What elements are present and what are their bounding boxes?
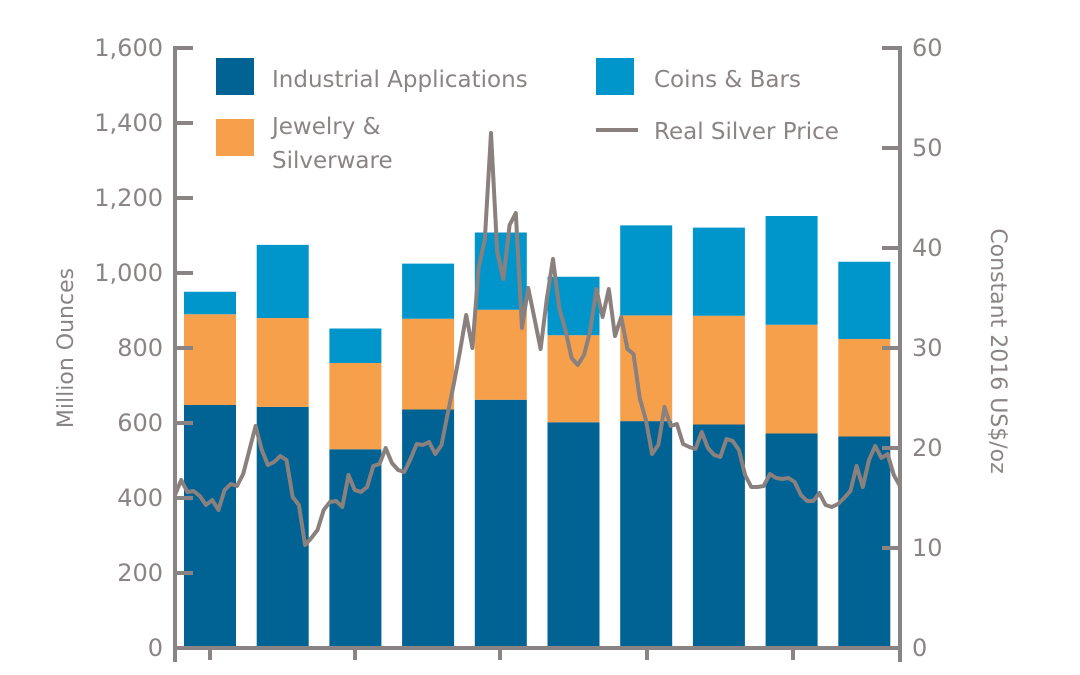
bar-segment-coins-10 bbox=[838, 261, 891, 339]
axes-layer: 0 200 400 600 800 1,000 1,200 1,400 1,600 0 10 20 30… bbox=[54, 34, 1010, 662]
legend-swatch-industrial bbox=[216, 58, 254, 95]
bar-segment-industrial-10 bbox=[838, 436, 891, 648]
y-left-tick-label-1400: 1,400 bbox=[94, 109, 163, 137]
bar-segment-coins-3 bbox=[329, 328, 382, 363]
y-right-tick-label-50: 50 bbox=[912, 134, 943, 162]
bar-segment-coins-9 bbox=[765, 216, 818, 325]
bar-segment-jewelry-1 bbox=[184, 314, 236, 405]
y-left-tick-label-1000: 1,000 bbox=[94, 259, 163, 287]
bar-segment-coins-4 bbox=[402, 263, 455, 319]
legend-label-price: Real Silver Price bbox=[654, 119, 839, 145]
bar-segment-industrial-1 bbox=[184, 405, 236, 648]
y-right-tick-label-10: 10 bbox=[912, 534, 943, 562]
bar-segment-jewelry-3 bbox=[329, 363, 382, 450]
bar-segment-coins-7 bbox=[620, 225, 673, 316]
bar-segment-industrial-7 bbox=[620, 421, 673, 648]
y-left-tick-label-1600: 1,600 bbox=[94, 34, 163, 62]
bar-segment-industrial-9 bbox=[765, 433, 818, 648]
y-left-axis-title: Million Ounces bbox=[54, 268, 79, 428]
real-silver-price-line bbox=[173, 131, 902, 547]
y-left-tick-label-800: 800 bbox=[117, 334, 163, 362]
bar-segment-jewelry-4 bbox=[402, 318, 455, 410]
bar-segment-jewelry-5 bbox=[474, 309, 527, 400]
y-left-tick-label-400: 400 bbox=[117, 484, 163, 512]
y-right-tick-label-40: 40 bbox=[912, 234, 943, 262]
y-left-tick-label-600: 600 bbox=[117, 409, 163, 437]
bar-segment-industrial-2 bbox=[256, 406, 309, 648]
bars-layer bbox=[184, 216, 891, 648]
y-right-tick-label-0: 0 bbox=[912, 634, 927, 662]
price-line-layer bbox=[173, 131, 902, 547]
legend-swatch-coins bbox=[596, 58, 634, 95]
legend-label-coins: Coins & Bars bbox=[654, 67, 801, 93]
y-right-tick-label-60: 60 bbox=[912, 34, 943, 62]
y-right-axis-title: Constant 2016 US$/oz bbox=[985, 228, 1010, 473]
legend-swatch-jewelry bbox=[216, 119, 254, 156]
bar-segment-coins-2 bbox=[256, 244, 309, 318]
bar-segment-jewelry-9 bbox=[765, 324, 818, 434]
y-left-tick-label-0: 0 bbox=[148, 634, 163, 662]
bar-segment-industrial-8 bbox=[692, 424, 745, 648]
bar-segment-jewelry-7 bbox=[620, 315, 673, 422]
legend-label-jewelry-line-2: Silverware bbox=[272, 148, 393, 174]
bar-segment-coins-8 bbox=[692, 227, 745, 316]
bar-segment-jewelry-10 bbox=[838, 339, 891, 437]
y-right-tick-label-20: 20 bbox=[912, 434, 943, 462]
y-left-tick-label-200: 200 bbox=[117, 559, 163, 587]
bar-segment-industrial-4 bbox=[402, 409, 455, 648]
bar-segment-coins-1 bbox=[184, 291, 236, 315]
bar-segment-jewelry-2 bbox=[256, 318, 309, 407]
bar-segment-industrial-3 bbox=[329, 449, 382, 648]
bar-segment-jewelry-6 bbox=[547, 335, 600, 423]
legend-label-industrial: Industrial Applications bbox=[272, 67, 528, 93]
legend: Industrial Applications Jewelry & Silverwa… bbox=[216, 58, 839, 174]
legend-label-jewelry: Jewelry & bbox=[270, 114, 381, 140]
y-left-tick-label-1200: 1,200 bbox=[94, 184, 163, 212]
bar-segment-jewelry-8 bbox=[692, 315, 745, 425]
bar-segment-industrial-6 bbox=[547, 422, 600, 648]
y-right-tick-label-30: 30 bbox=[912, 334, 943, 362]
bar-segment-industrial-5 bbox=[474, 399, 527, 648]
